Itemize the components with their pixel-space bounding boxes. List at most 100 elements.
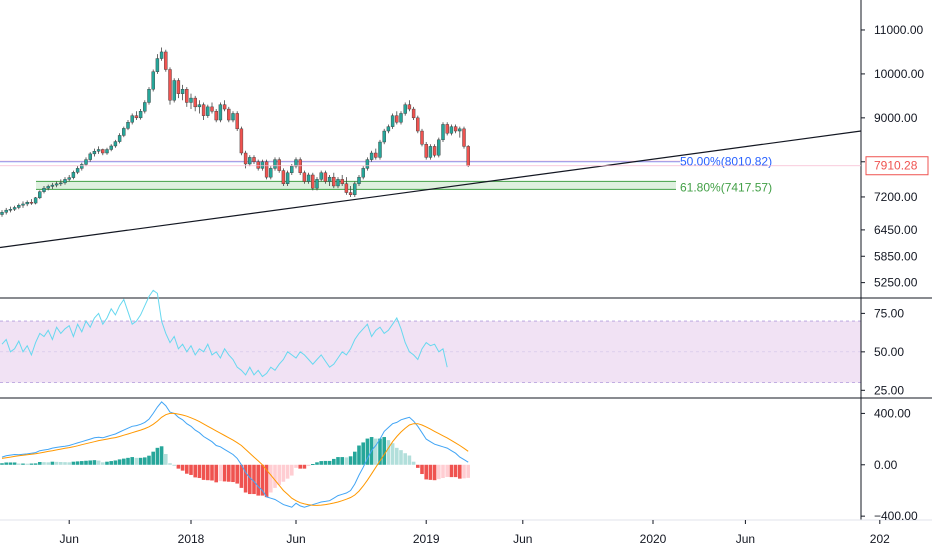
- pane-borders: [0, 0, 932, 521]
- macd-histogram-bar: [298, 464, 302, 469]
- candle-body: [206, 106, 210, 116]
- candle-body: [0, 212, 4, 215]
- candle-body: [29, 202, 34, 204]
- time-axis-tick-label: Jun: [736, 532, 755, 546]
- macd-histogram-bar: [206, 464, 210, 481]
- candle-body: [449, 126, 454, 134]
- candle-body: [243, 152, 248, 165]
- macd-histogram-bar: [67, 462, 71, 465]
- macd-histogram-bar: [302, 464, 307, 469]
- macd-histogram-bar: [260, 464, 265, 496]
- macd-histogram-bar: [117, 459, 122, 465]
- macd-histogram-bar: [101, 462, 105, 465]
- candle-body: [235, 113, 239, 130]
- candle-body: [197, 104, 202, 108]
- candle-body: [105, 149, 109, 154]
- macd-histogram-bar: [12, 462, 17, 465]
- candle-body: [172, 80, 176, 101]
- macd-histogram-bar: [336, 457, 340, 465]
- candle-body: [4, 209, 8, 213]
- macd-histogram-bar: [407, 455, 412, 465]
- macd-histogram-bar: [445, 464, 449, 477]
- rsi-line: [1, 289, 448, 378]
- rsi-band-layer: [0, 320, 861, 384]
- macd-histogram-bar: [122, 458, 126, 465]
- macd-histogram-bar: [210, 464, 214, 481]
- macd-histogram-bar: [21, 463, 25, 465]
- macd-histogram-bar: [59, 462, 63, 465]
- macd-histogram-bar: [428, 464, 433, 480]
- macd-histogram-bar: [38, 462, 42, 465]
- macd-histogram-bar: [8, 462, 13, 465]
- macd-histogram-bar: [378, 438, 382, 465]
- candle-body: [109, 145, 113, 150]
- macd-histogram-bar: [227, 464, 231, 482]
- candle-body: [332, 176, 336, 187]
- macd-histogram-bar: [235, 464, 239, 484]
- macd-histogram-bar: [33, 463, 38, 465]
- macd-histogram-bar: [395, 447, 399, 465]
- macd-histogram-bar: [185, 464, 189, 474]
- candle-body: [399, 113, 403, 123]
- macd-histogram-bar: [143, 457, 147, 465]
- candle-body: [306, 174, 311, 182]
- candle-body: [96, 149, 101, 152]
- macd-histogram-bar: [361, 442, 365, 465]
- candle-body: [130, 115, 134, 123]
- trendline-layer[interactable]: [0, 130, 862, 249]
- candle-body: [189, 97, 193, 103]
- macd-histogram-bar: [75, 461, 80, 465]
- candle-body: [80, 164, 84, 169]
- candle-body: [134, 115, 139, 119]
- candle-body: [353, 183, 357, 195]
- candle-body: [59, 182, 63, 185]
- candle-body: [357, 176, 361, 184]
- candle-body: [336, 179, 340, 187]
- macd-histogram-bar: [327, 460, 332, 465]
- macd-histogram-bar: [189, 464, 193, 475]
- candle-body: [420, 130, 424, 145]
- macd-histogram-bar: [109, 461, 113, 465]
- candle-body: [348, 192, 353, 195]
- macd-axis-tick-label: −400.00: [874, 509, 918, 523]
- macd-histogram-bar: [239, 464, 244, 488]
- macd-histogram-bar: [84, 460, 88, 465]
- macd-histogram-bar: [353, 451, 357, 465]
- support-trendline[interactable]: [0, 130, 862, 249]
- macd-histogram-bar: [315, 462, 319, 465]
- candle-body: [21, 203, 25, 206]
- candle-body: [269, 168, 273, 178]
- time-axis-tick-label: 2018: [178, 532, 205, 546]
- time-axis-tick-label: Jun: [60, 532, 79, 546]
- candle-body: [33, 197, 38, 204]
- candle-body: [176, 80, 181, 94]
- candle-body: [113, 141, 118, 147]
- candle-body: [378, 141, 382, 158]
- x-axis[interactable]: Jun 2018 Jun 2019 Jun 2020 Jun 202: [60, 520, 891, 546]
- macd-histogram-bar: [134, 457, 139, 465]
- rsi-band: [0, 321, 861, 383]
- macd-histogram-bar: [449, 464, 454, 478]
- candle-body: [101, 149, 105, 154]
- macd-histogram-bar: [168, 463, 172, 465]
- macd-histogram-bar: [151, 451, 155, 465]
- macd-histogram-bar: [197, 464, 202, 479]
- macd-histogram-bar: [399, 450, 403, 465]
- candle-body: [311, 174, 315, 189]
- macd-histogram-bar: [416, 464, 420, 468]
- candle-body: [231, 113, 235, 121]
- candle-body: [466, 146, 470, 166]
- candle-body: [432, 146, 437, 156]
- candle-body: [126, 122, 130, 129]
- fib-labels: 50.00%(8010.82) 61.80%(7417.57): [680, 154, 772, 194]
- candle-body: [441, 124, 445, 141]
- candle-body: [277, 159, 281, 171]
- macd-histogram-bar: [306, 464, 311, 467]
- macd-histogram-bar: [453, 464, 458, 478]
- macd-histogram-bar: [42, 462, 46, 465]
- candle-body: [411, 108, 416, 119]
- macd-histogram-bar: [138, 457, 143, 465]
